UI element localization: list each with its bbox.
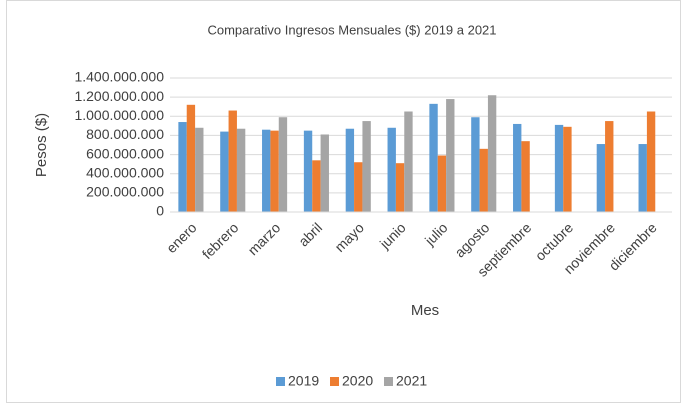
bar xyxy=(228,110,237,212)
y-tick-label: 1.000.000.000 xyxy=(74,107,164,123)
legend-swatch xyxy=(330,377,339,386)
bar xyxy=(437,155,447,212)
bar xyxy=(262,129,271,212)
bar xyxy=(429,103,438,212)
x-axis-title: Mes xyxy=(411,302,439,319)
bar xyxy=(596,144,606,212)
legend-label: 2020 xyxy=(342,373,373,389)
bar xyxy=(303,130,313,212)
legend-label: 2019 xyxy=(288,373,319,389)
legend-swatch xyxy=(276,377,285,386)
bar xyxy=(521,141,530,212)
bar xyxy=(479,148,488,212)
bar xyxy=(646,111,656,212)
bar xyxy=(220,131,229,212)
bar xyxy=(638,144,647,212)
y-axis-title: Pesos ($) xyxy=(33,113,50,177)
bar xyxy=(236,128,246,212)
bar xyxy=(387,127,396,212)
bar xyxy=(270,130,279,212)
bar xyxy=(345,128,355,212)
bar xyxy=(195,127,204,212)
bar xyxy=(186,104,196,212)
y-tick-label: 400.000.000 xyxy=(86,164,164,180)
bar xyxy=(605,121,614,212)
legend-swatch xyxy=(384,377,393,386)
y-tick-label: 800.000.000 xyxy=(86,126,164,142)
y-tick-label: 0 xyxy=(156,203,164,219)
legend-label: 2021 xyxy=(396,373,427,389)
chart-frame xyxy=(6,0,681,403)
y-tick-label: 1.400.000.000 xyxy=(74,69,164,85)
bar xyxy=(471,117,480,212)
bar xyxy=(404,111,413,212)
y-tick-label: 600.000.000 xyxy=(86,145,164,161)
bar xyxy=(487,95,497,212)
bar xyxy=(312,160,321,212)
y-tick-label: 1.200.000.000 xyxy=(74,88,164,104)
bar xyxy=(178,122,187,212)
bar xyxy=(320,134,329,212)
y-tick-label: 200.000.000 xyxy=(86,184,164,200)
bar xyxy=(354,162,363,212)
bar xyxy=(563,126,572,212)
bar xyxy=(362,121,371,212)
chart-title: Comparativo Ingresos Mensuales ($) 2019 … xyxy=(207,22,496,37)
bar xyxy=(513,123,522,212)
bar xyxy=(395,163,405,212)
bar xyxy=(446,99,455,212)
bar xyxy=(554,124,564,212)
bar xyxy=(278,117,288,212)
